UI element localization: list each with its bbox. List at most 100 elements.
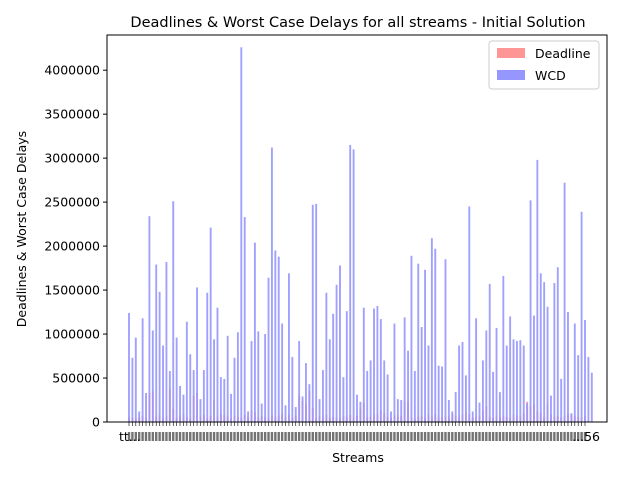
x-tick-label-glyph xyxy=(536,432,539,441)
x-tick-label-glyph xyxy=(403,432,406,441)
y-tick-label: 4000000 xyxy=(44,63,100,78)
x-tick-label-glyph xyxy=(348,432,352,441)
x-tick-label-glyph xyxy=(260,432,263,441)
x-tick-label-glyph xyxy=(502,432,505,441)
x-tick-label-glyph xyxy=(321,432,325,441)
bar-wcd xyxy=(236,332,239,422)
bar-wcd xyxy=(308,384,311,422)
bar-wcd xyxy=(148,216,151,422)
bar-wcd xyxy=(379,319,382,422)
bar-wcd xyxy=(206,292,209,422)
x-tick-label-glyph xyxy=(240,432,243,441)
bar-wcd xyxy=(461,341,464,422)
x-tick-label-glyph xyxy=(352,432,355,441)
x-tick-label-glyph xyxy=(529,432,532,441)
bar-wcd xyxy=(230,393,233,422)
x-tick-label-glyph xyxy=(304,432,308,441)
x-tick-label-glyph xyxy=(226,432,229,441)
x-tick-label-glyph xyxy=(488,432,491,441)
x-tick-label-glyph xyxy=(277,432,280,441)
bar-wcd xyxy=(151,330,154,422)
bar-wcd xyxy=(417,263,420,422)
bar-wcd xyxy=(410,255,413,422)
x-tick-label-glyph xyxy=(420,432,423,441)
x-tick-label-glyph xyxy=(376,432,379,441)
x-tick-label-glyph xyxy=(165,432,168,441)
x-tick-label-glyph xyxy=(546,432,549,441)
y-tick-label: 0 xyxy=(92,415,100,430)
x-tick-label-glyph xyxy=(434,432,437,441)
x-tick-label-glyph xyxy=(491,432,495,441)
bar-wcd xyxy=(451,411,454,422)
bar-wcd xyxy=(138,411,141,422)
bar-wcd xyxy=(260,403,263,422)
chart-title: Deadlines & Worst Case Delays for all st… xyxy=(130,15,585,31)
x-tick-label-glyph xyxy=(206,432,209,441)
x-tick-label-glyph xyxy=(274,432,277,441)
x-tick-label-glyph xyxy=(212,432,216,441)
x-tick-label-glyph xyxy=(522,432,525,441)
bar-wcd xyxy=(172,201,175,422)
bar-wcd xyxy=(196,287,198,422)
legend-label-wcd: WCD xyxy=(535,68,566,83)
x-tick-label-glyph xyxy=(182,432,185,441)
x-tick-label-glyph xyxy=(138,432,141,441)
bar-wcd xyxy=(328,339,331,422)
x-tick-label-glyph xyxy=(417,432,420,441)
bar-wcd xyxy=(128,312,130,422)
bar-wcd xyxy=(267,277,270,422)
x-tick-label-glyph xyxy=(481,432,485,441)
x-tick-label-glyph xyxy=(566,432,570,441)
x-tick-label-glyph xyxy=(127,432,131,441)
x-tick-label-glyph xyxy=(314,432,318,441)
x-tick-label-glyph xyxy=(539,432,542,441)
bar-wcd xyxy=(563,182,566,422)
bar-wcd xyxy=(590,372,593,422)
bar-wcd xyxy=(424,269,426,422)
x-tick-label-glyph xyxy=(519,432,522,441)
bar-wcd xyxy=(505,345,508,422)
x-tick-label-glyph xyxy=(542,432,546,441)
legend-label-deadline: Deadline xyxy=(535,46,591,61)
bar-wcd xyxy=(311,204,314,422)
bar-wcd xyxy=(512,339,515,422)
x-tick-label-glyph xyxy=(447,432,451,441)
bar-wcd xyxy=(447,400,450,422)
x-tick-label-glyph xyxy=(172,432,175,441)
bar-wcd xyxy=(471,411,474,422)
bar-wcd xyxy=(284,405,287,422)
x-tick-label-glyph xyxy=(553,432,556,441)
x-tick-label-glyph xyxy=(131,432,134,441)
x-tick-label-glyph xyxy=(437,432,440,441)
bar-wcd xyxy=(277,256,280,422)
bar-wcd xyxy=(165,261,168,422)
bar-wcd xyxy=(369,360,372,422)
x-tick-label-glyph xyxy=(570,432,573,441)
bar-wcd xyxy=(168,370,171,422)
x-tick-label-glyph xyxy=(318,432,321,441)
x-tick-label-glyph xyxy=(383,432,386,441)
bar-wcd xyxy=(359,401,362,422)
bar-wcd xyxy=(567,312,569,422)
x-tick-label-glyph xyxy=(532,432,536,441)
bar-wcd xyxy=(192,370,195,422)
x-tick-label-glyph xyxy=(512,432,515,441)
bar-wcd xyxy=(281,323,284,422)
x-tick-label-glyph xyxy=(355,432,359,441)
bar-wcd xyxy=(573,323,576,422)
bar-wcd xyxy=(546,306,549,422)
y-tick-label: 2500000 xyxy=(44,195,100,210)
bar-wcd xyxy=(550,395,552,422)
x-tick-label-glyph xyxy=(389,432,393,441)
bar-wcd xyxy=(454,392,457,422)
bar-wcd xyxy=(155,264,158,422)
bar-wcd xyxy=(485,330,488,422)
x-tick-label-glyph xyxy=(369,432,372,441)
x-tick-label-glyph xyxy=(291,432,294,441)
legend-swatch-deadline xyxy=(497,48,525,58)
bar-wcd xyxy=(584,319,586,422)
bar-wcd xyxy=(349,144,352,422)
bar-wcd xyxy=(270,147,273,422)
bar-wcd xyxy=(362,307,365,422)
bar-wcd xyxy=(400,400,403,422)
